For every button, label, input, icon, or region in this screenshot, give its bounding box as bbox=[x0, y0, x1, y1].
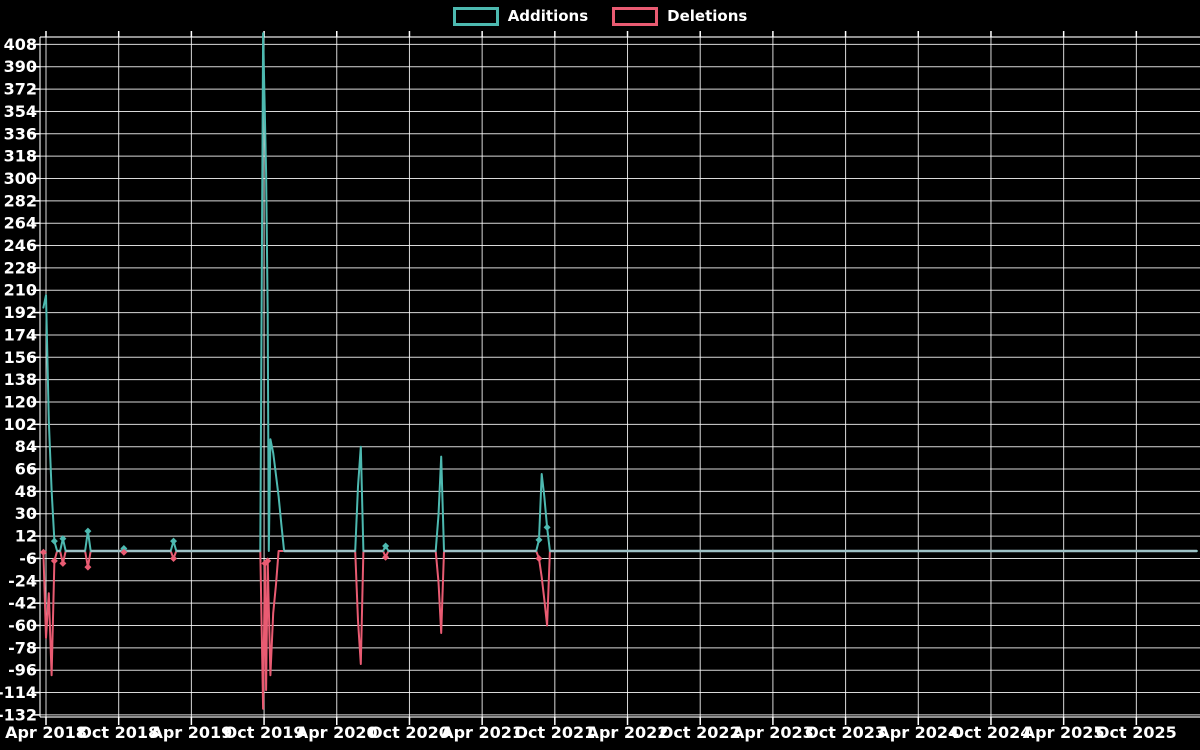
point-marker-additions bbox=[543, 523, 551, 531]
y-axis-label: -96 bbox=[8, 661, 37, 680]
y-axis-label: 264 bbox=[4, 214, 37, 233]
point-marker-deletions bbox=[84, 563, 92, 571]
y-axis-label: 408 bbox=[4, 35, 37, 54]
y-axis-label: 138 bbox=[4, 370, 37, 389]
x-axis-label: Apr 2025 bbox=[1023, 723, 1105, 742]
point-marker-additions bbox=[382, 542, 390, 550]
x-axis-label: Apr 2020 bbox=[296, 723, 378, 742]
point-marker-additions bbox=[535, 536, 543, 544]
x-axis-label: Oct 2020 bbox=[369, 723, 450, 742]
point-marker-deletions bbox=[382, 553, 390, 561]
x-axis-label: Apr 2021 bbox=[441, 723, 523, 742]
chart-legend: Additions Deletions bbox=[0, 7, 1200, 26]
y-axis-label: 30 bbox=[15, 504, 37, 523]
point-marker-additions bbox=[50, 537, 58, 545]
point-marker-deletions bbox=[50, 557, 58, 565]
y-axis-label: -60 bbox=[8, 616, 37, 635]
y-axis-label: 48 bbox=[15, 482, 37, 501]
x-axis-label: Oct 2024 bbox=[951, 723, 1032, 742]
y-axis-label: 192 bbox=[4, 303, 37, 322]
x-axis-label: Apr 2023 bbox=[732, 723, 814, 742]
point-marker-deletions bbox=[39, 548, 47, 556]
y-axis-label: 228 bbox=[4, 258, 37, 277]
x-axis-label: Oct 2022 bbox=[660, 723, 741, 742]
y-axis-label: -132 bbox=[0, 705, 37, 724]
y-axis-label: 12 bbox=[15, 527, 37, 546]
y-axis-label: -24 bbox=[8, 571, 37, 590]
point-marker-additions bbox=[170, 537, 178, 545]
x-axis-label: Apr 2019 bbox=[150, 723, 232, 742]
x-axis-label: Apr 2024 bbox=[877, 723, 959, 742]
point-marker-additions bbox=[120, 545, 128, 553]
y-axis-label: 156 bbox=[4, 348, 37, 367]
point-marker-deletions bbox=[535, 554, 543, 562]
legend-item-deletions[interactable]: Deletions bbox=[612, 7, 747, 26]
y-axis-label: 372 bbox=[4, 80, 37, 99]
x-axis-label: Oct 2025 bbox=[1096, 723, 1177, 742]
y-axis-label: 336 bbox=[4, 124, 37, 143]
y-axis-label: 102 bbox=[4, 415, 37, 434]
point-marker-additions bbox=[59, 535, 67, 543]
y-axis-label: 318 bbox=[4, 147, 37, 166]
y-axis-label: -114 bbox=[0, 683, 37, 702]
legend-swatch-deletions bbox=[612, 7, 659, 26]
x-axis-label: Oct 2018 bbox=[78, 723, 159, 742]
series-line-additions bbox=[42, 32, 1198, 552]
y-axis-label: -78 bbox=[8, 638, 37, 657]
x-axis-label: Oct 2019 bbox=[224, 723, 305, 742]
y-axis-label: 282 bbox=[4, 191, 37, 210]
y-axis-label: 354 bbox=[4, 102, 37, 121]
x-axis-label: Apr 2022 bbox=[587, 723, 669, 742]
point-marker-additions bbox=[84, 527, 92, 535]
y-axis-label: 246 bbox=[4, 236, 37, 255]
point-marker-deletions bbox=[264, 557, 272, 565]
y-axis-label: 120 bbox=[4, 392, 37, 411]
legend-label-additions: Additions bbox=[507, 7, 589, 25]
y-axis-label: 84 bbox=[15, 437, 37, 456]
y-axis-label: 66 bbox=[15, 460, 37, 479]
x-axis-label: Oct 2021 bbox=[514, 723, 595, 742]
y-axis-label: 390 bbox=[4, 57, 37, 76]
y-axis-label: 300 bbox=[4, 169, 37, 188]
y-axis-label: 174 bbox=[4, 325, 37, 344]
y-axis-label: -42 bbox=[8, 594, 37, 613]
legend-label-deletions: Deletions bbox=[667, 7, 748, 25]
x-axis-label: Apr 2018 bbox=[5, 723, 87, 742]
point-marker-deletions bbox=[120, 548, 128, 556]
x-axis-label: Oct 2023 bbox=[805, 723, 886, 742]
y-axis-label: 210 bbox=[4, 281, 37, 300]
legend-item-additions[interactable]: Additions bbox=[452, 7, 589, 26]
y-axis-label: -6 bbox=[19, 549, 37, 568]
point-marker-deletions bbox=[59, 559, 67, 567]
series-line-deletions bbox=[42, 550, 1198, 710]
legend-swatch-additions bbox=[452, 7, 499, 26]
point-marker-deletions bbox=[170, 554, 178, 562]
